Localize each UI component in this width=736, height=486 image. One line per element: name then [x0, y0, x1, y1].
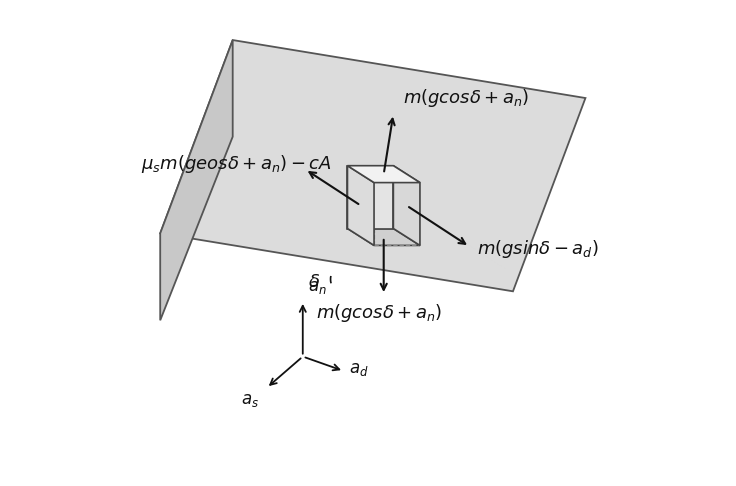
- Polygon shape: [393, 166, 420, 245]
- Polygon shape: [347, 228, 420, 245]
- Polygon shape: [347, 166, 374, 245]
- Text: $a_d$: $a_d$: [349, 360, 368, 378]
- Polygon shape: [160, 40, 233, 320]
- Polygon shape: [160, 40, 585, 291]
- Text: $m(gcos\delta+a_n)$: $m(gcos\delta+a_n)$: [403, 87, 529, 109]
- Text: $a_n$: $a_n$: [308, 278, 326, 296]
- Polygon shape: [347, 166, 393, 228]
- Text: $m(gcos\delta+a_n)$: $m(gcos\delta+a_n)$: [316, 302, 442, 324]
- Text: $m(gsin\delta-a_d)$: $m(gsin\delta-a_d)$: [477, 238, 598, 260]
- Text: $\delta$: $\delta$: [308, 273, 319, 291]
- Text: $a_s$: $a_s$: [241, 391, 259, 409]
- Text: $\mu_s m(geos\delta+a_n)-cA$: $\mu_s m(geos\delta+a_n)-cA$: [141, 154, 332, 175]
- Polygon shape: [347, 166, 420, 183]
